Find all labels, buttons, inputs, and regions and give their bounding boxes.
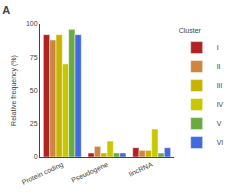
svg-text:A: A xyxy=(2,4,10,16)
svg-text:Cluster: Cluster xyxy=(179,27,202,34)
svg-text:IV: IV xyxy=(217,101,224,108)
svg-text:Relative frequency (%): Relative frequency (%) xyxy=(10,55,18,126)
svg-text:0: 0 xyxy=(34,153,38,160)
svg-text:75: 75 xyxy=(30,54,38,61)
svg-text:V: V xyxy=(217,120,222,127)
svg-text:Protein coding: Protein coding xyxy=(21,161,65,187)
svg-text:I: I xyxy=(217,44,219,51)
svg-text:Pseudogene: Pseudogene xyxy=(70,161,109,185)
svg-text:VI: VI xyxy=(217,139,224,146)
svg-text:III: III xyxy=(217,82,223,89)
svg-text:100: 100 xyxy=(26,20,38,27)
svg-text:II: II xyxy=(217,63,221,70)
svg-text:lincRNA: lincRNA xyxy=(128,161,154,178)
svg-text:50: 50 xyxy=(30,87,38,94)
svg-text:25: 25 xyxy=(30,120,38,127)
